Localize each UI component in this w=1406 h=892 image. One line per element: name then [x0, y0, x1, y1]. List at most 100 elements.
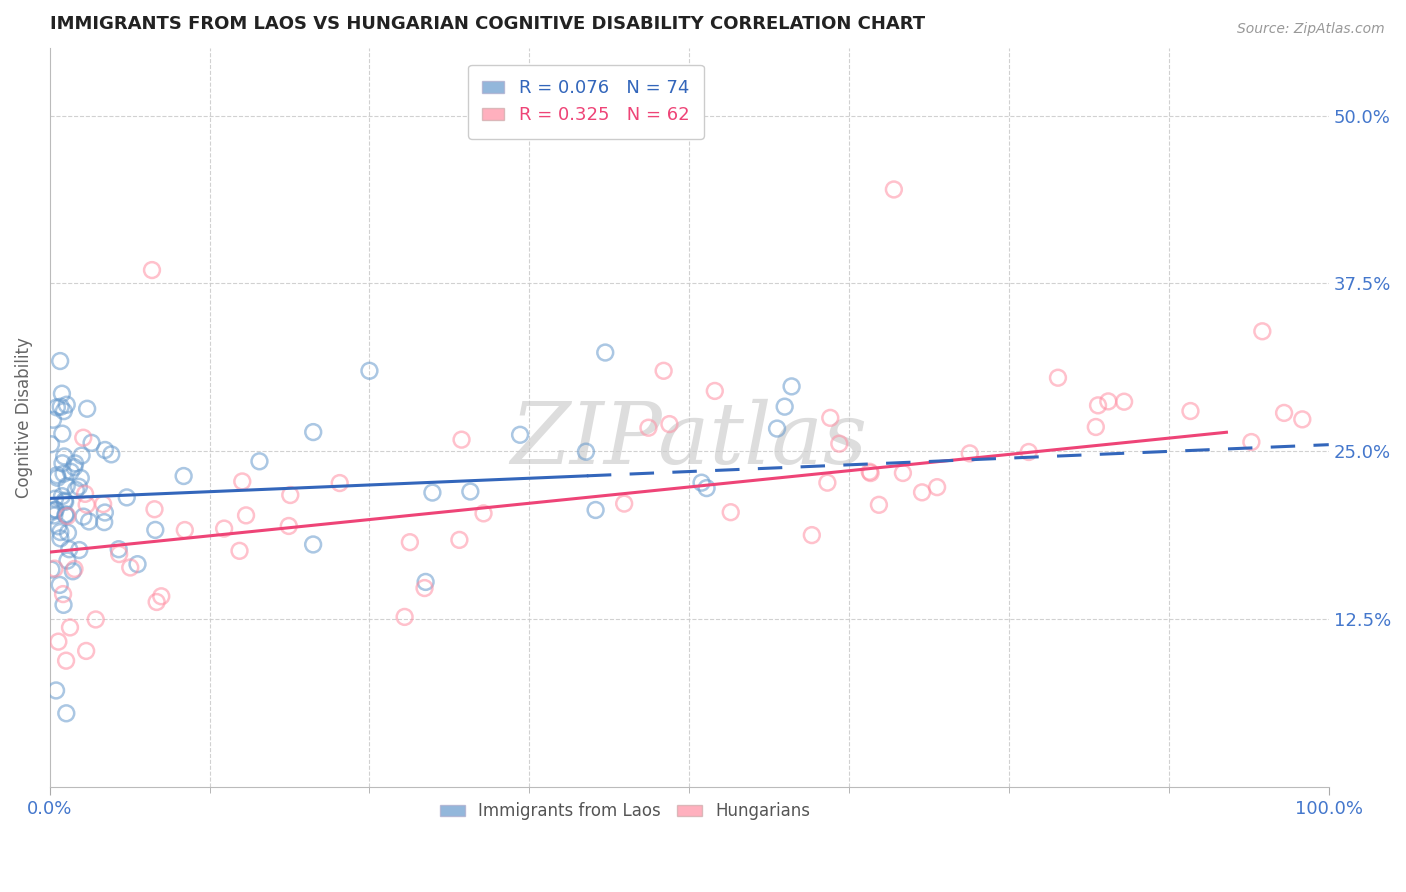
Point: [115, 491, 138, 505]
Point: [696, 481, 718, 495]
Text: IMMIGRANTS FROM LAOS VS HUNGARIAN COGNITIVE DISABILITY CORRELATION CHART: IMMIGRANTS FROM LAOS VS HUNGARIAN COGNIT…: [49, 15, 925, 33]
Point: [49, 524, 72, 539]
Point: [42, 413, 65, 427]
Point: [585, 503, 607, 517]
Point: [107, 542, 129, 557]
Point: [65, 483, 87, 497]
Point: [959, 446, 981, 460]
Point: [51, 489, 73, 503]
Point: [51, 386, 73, 401]
Point: [800, 528, 823, 542]
Point: [49, 354, 72, 368]
Point: [55, 508, 77, 523]
Point: [44, 502, 66, 516]
Point: [302, 537, 325, 551]
Point: [278, 488, 301, 502]
Legend: Immigrants from Laos, Hungarians: Immigrants from Laos, Hungarians: [433, 796, 817, 827]
Point: [76, 401, 98, 416]
Point: [45, 401, 67, 415]
Point: [84, 612, 107, 626]
Point: [1046, 370, 1069, 384]
Point: [413, 581, 436, 595]
Point: [652, 364, 675, 378]
Point: [1114, 394, 1136, 409]
Point: [766, 421, 789, 435]
Point: [891, 466, 914, 480]
Point: [212, 522, 235, 536]
Point: [302, 425, 325, 439]
Point: [72, 509, 94, 524]
Y-axis label: Cognitive Disability: Cognitive Disability: [15, 337, 32, 499]
Point: [780, 379, 803, 393]
Point: [52, 587, 75, 601]
Point: [93, 515, 115, 529]
Point: [828, 436, 851, 450]
Point: [77, 515, 100, 529]
Point: [53, 495, 76, 509]
Point: [94, 506, 117, 520]
Point: [70, 449, 93, 463]
Point: [472, 507, 495, 521]
Point: [44, 491, 66, 506]
Point: [44, 508, 66, 523]
Point: [51, 456, 73, 470]
Point: [75, 644, 97, 658]
Point: [460, 484, 482, 499]
Point: [80, 435, 103, 450]
Point: [53, 493, 76, 508]
Point: [143, 523, 166, 537]
Point: [613, 497, 636, 511]
Point: [720, 505, 742, 519]
Point: [359, 364, 381, 378]
Point: [141, 263, 163, 277]
Point: [1018, 445, 1040, 459]
Point: [46, 468, 69, 483]
Point: [593, 345, 616, 359]
Point: [55, 706, 77, 721]
Point: [422, 485, 444, 500]
Point: [45, 683, 67, 698]
Point: [509, 427, 531, 442]
Text: Source: ZipAtlas.com: Source: ZipAtlas.com: [1237, 22, 1385, 37]
Point: [394, 610, 416, 624]
Point: [449, 533, 471, 547]
Point: [48, 578, 70, 592]
Point: [329, 476, 352, 491]
Point: [450, 433, 472, 447]
Point: [1291, 412, 1313, 426]
Point: [100, 447, 122, 461]
Point: [868, 498, 890, 512]
Point: [52, 467, 75, 481]
Point: [52, 404, 75, 418]
Point: [277, 519, 299, 533]
Text: ZIPatlas: ZIPatlas: [510, 399, 868, 482]
Point: [120, 560, 142, 574]
Point: [63, 456, 86, 470]
Point: [55, 398, 77, 412]
Point: [94, 442, 117, 457]
Point: [45, 503, 67, 517]
Point: [399, 535, 422, 549]
Point: [143, 502, 166, 516]
Point: [911, 485, 934, 500]
Point: [62, 564, 84, 578]
Point: [1272, 406, 1295, 420]
Point: [39, 504, 62, 518]
Point: [637, 420, 659, 434]
Point: [69, 471, 91, 485]
Point: [820, 410, 842, 425]
Point: [927, 480, 949, 494]
Point: [235, 508, 257, 523]
Point: [49, 400, 72, 414]
Point: [173, 523, 195, 537]
Point: [52, 598, 75, 612]
Point: [76, 498, 98, 512]
Point: [75, 487, 97, 501]
Point: [46, 471, 69, 485]
Point: [63, 460, 86, 475]
Point: [56, 525, 79, 540]
Point: [859, 466, 882, 480]
Point: [46, 519, 69, 533]
Point: [1240, 435, 1263, 450]
Point: [108, 547, 131, 561]
